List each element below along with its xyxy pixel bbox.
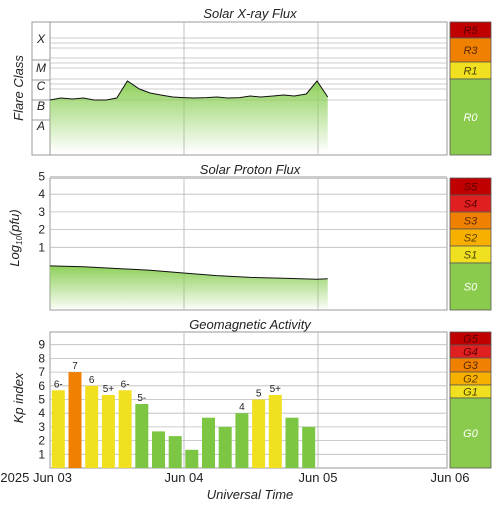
geo-tick-label-9: 9	[38, 338, 45, 352]
proton-scale-s0	[449, 262, 492, 311]
geo-scale-label-g4: G4	[463, 347, 478, 359]
xray-class-label-a: A	[36, 119, 45, 133]
kp-bar-10	[218, 426, 232, 468]
proton-flux-line	[49, 265, 328, 280]
kp-bar-11	[235, 413, 249, 468]
xray-class-label-x: X	[36, 32, 46, 46]
x-tick-jun03: 2025 Jun 03	[0, 470, 72, 485]
kp-bar-2	[85, 385, 99, 468]
geo-tick-label-3: 3	[38, 420, 45, 434]
proton-scale-label-s3: S3	[464, 216, 478, 228]
geo-tick-label-4: 4	[38, 406, 45, 420]
kp-bar-label-11: 4	[239, 402, 245, 413]
geo-scale-g0	[449, 397, 492, 469]
geo-tick-label-2: 2	[38, 434, 45, 448]
geo-scale-label-g1: G1	[463, 387, 478, 399]
proton-tick-label-2: 2	[38, 223, 45, 237]
geo-tick-label-6: 6	[38, 379, 45, 393]
geo-tick-label-1: 1	[38, 447, 45, 461]
geo-scale-label-g0: G0	[463, 428, 479, 440]
geo-scale-label-g3: G3	[463, 360, 479, 372]
proton-scale-label-s2: S2	[464, 233, 477, 245]
x-tick-jun04: Jun 04	[164, 470, 203, 485]
proton-scale-label-s1: S1	[464, 250, 477, 262]
xray-scale-label-r1: R1	[463, 66, 477, 78]
xray-class-label-c: C	[37, 79, 46, 93]
geo-tick-label-5: 5	[38, 393, 45, 407]
geo-scale-label-g2: G2	[463, 374, 478, 386]
proton-tick-label-5: 5	[38, 170, 45, 184]
proton-title: Solar Proton Flux	[200, 162, 301, 177]
proton-tick-label-1: 1	[38, 240, 45, 254]
xray-scale-label-r5: R5	[463, 25, 478, 37]
proton-tick-label-3: 3	[38, 205, 45, 219]
kp-bar-label-3: 5+	[103, 384, 115, 395]
kp-bar-1	[68, 372, 82, 468]
kp-bar-label-1: 7	[72, 361, 78, 372]
kp-bar-12	[252, 399, 266, 468]
kp-bar-label-5: 5-	[137, 393, 146, 404]
proton-scale-label-s4: S4	[464, 199, 477, 211]
xray-scale-r0	[449, 78, 492, 156]
kp-bar-label-13: 5+	[270, 384, 282, 395]
xray-flux-fill	[50, 81, 328, 153]
kp-bar-label-2: 6	[89, 375, 95, 386]
kp-bar-0	[51, 390, 65, 468]
xray-title: Solar X-ray Flux	[203, 6, 297, 21]
xray-class-label-m: M	[36, 61, 46, 75]
xray-scale-r3	[449, 37, 492, 63]
kp-bar-label-0: 6-	[54, 379, 63, 390]
xray-ylabel: Flare Class	[11, 55, 26, 121]
kp-bar-8	[185, 449, 199, 468]
x-tick-jun05: Jun 05	[298, 470, 337, 485]
kp-bar-7	[168, 436, 182, 468]
kp-bar-5	[135, 404, 149, 468]
kp-bar-6	[152, 431, 165, 468]
proton-ylabel: Log10(pfu)	[7, 209, 24, 266]
geo-scale-label-g5: G5	[463, 334, 479, 346]
proton-scale-label-s0: S0	[464, 282, 478, 294]
kp-bar-9	[202, 417, 215, 468]
geo-title: Geomagnetic Activity	[189, 317, 312, 332]
geo-ylabel: Kp index	[11, 372, 26, 423]
xray-flux-line	[49, 80, 329, 101]
proton-tick-label-4: 4	[38, 187, 45, 201]
proton-scale-label-s5: S5	[464, 182, 478, 194]
x-axis-title: Universal Time	[207, 487, 294, 502]
geo-plot-area	[49, 331, 448, 469]
kp-bar-label-4: 6-	[121, 379, 130, 390]
proton-panel: 1 2 3 4 5 S5 S4 S3 S2 S1 S0	[38, 170, 492, 311]
kp-bar-label-12: 5	[256, 389, 262, 400]
kp-bar-15	[302, 426, 316, 468]
kp-bar-13	[268, 395, 282, 468]
x-tick-jun06: Jun 06	[430, 470, 469, 485]
kp-bar-4	[118, 390, 132, 468]
geo-tick-label-8: 8	[38, 351, 45, 365]
xray-scale-label-r0: R0	[463, 112, 478, 124]
geo-tick-label-7: 7	[38, 365, 45, 379]
kp-bar-3	[101, 395, 115, 468]
proton-flux-fill	[50, 265, 328, 308]
xray-class-label-b: B	[37, 99, 45, 113]
kp-bar-14	[285, 417, 299, 468]
xray-scale-label-r3: R3	[463, 45, 478, 57]
xray-class-column	[31, 21, 51, 156]
